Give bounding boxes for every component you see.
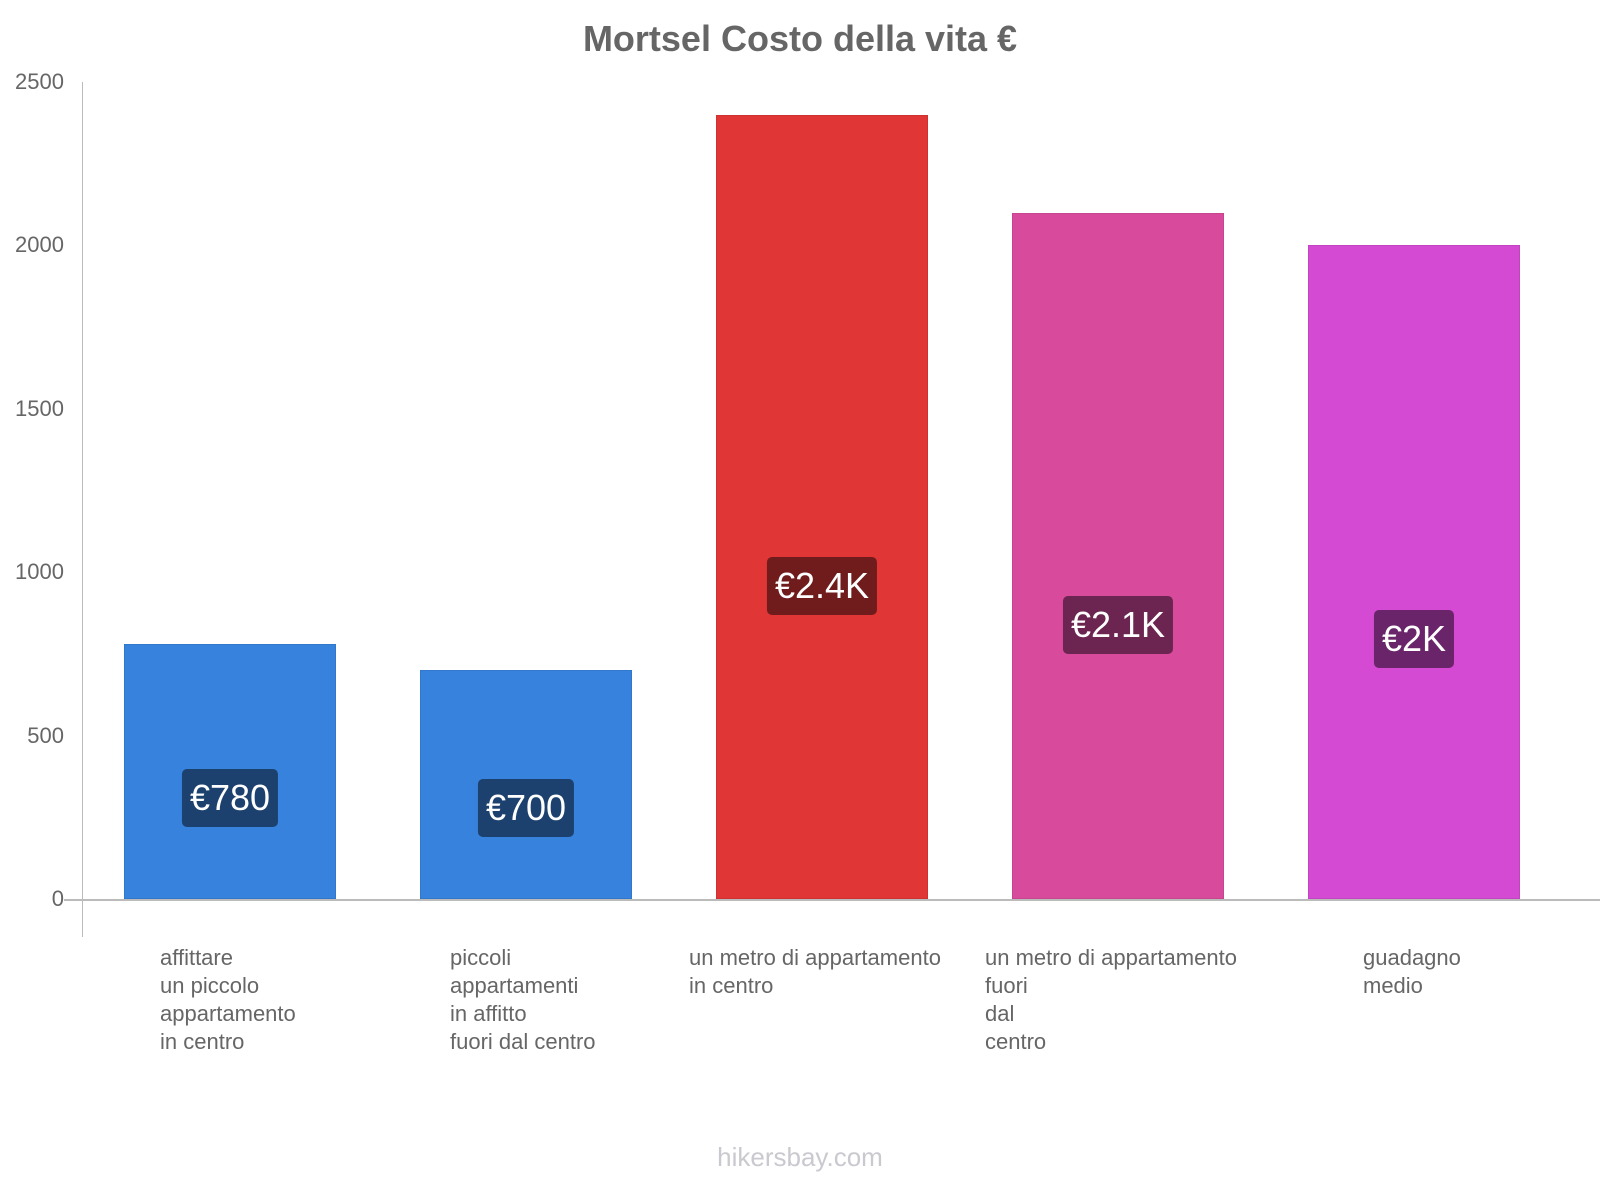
x-tick-label: affittare un piccolo appartamento in cen… [160, 945, 296, 1054]
x-tick-label: piccoli appartamenti in affitto fuori da… [450, 945, 596, 1054]
y-tick-label: 0 [51, 886, 64, 911]
bar-value-label: €780 [181, 769, 279, 828]
y-tick-label: 2000 [15, 232, 64, 258]
y-tick-label: 1500 [15, 395, 64, 421]
bar-value-label: €2.1K [1062, 596, 1174, 655]
y-tick-label: 1000 [15, 559, 64, 585]
y-axis [82, 82, 83, 937]
bar-value-label: €700 [477, 779, 575, 838]
x-tick-label: un metro di appartamento in centro [689, 945, 941, 998]
bar[interactable]: €700 [420, 670, 632, 899]
bar-value-label: €2K [1373, 609, 1455, 668]
x-tick-label: un metro di appartamento fuori dal centr… [985, 945, 1237, 1054]
bar[interactable]: €780 [124, 644, 336, 899]
bar-value-label: €2.4K [766, 557, 878, 616]
bar[interactable]: €2.4K [716, 114, 928, 899]
bar[interactable]: €2.1K [1012, 212, 1224, 899]
y-tick-label: 2500 [15, 69, 64, 94]
chart-title: Mortsel Costo della vita € [582, 18, 1018, 59]
y-tick-label: 500 [27, 722, 64, 748]
x-axis [64, 899, 1600, 901]
bar[interactable]: €2K [1308, 245, 1520, 899]
x-tick-label: guadagno medio [1363, 945, 1461, 998]
watermark: hikersbay.com [717, 1142, 883, 1172]
